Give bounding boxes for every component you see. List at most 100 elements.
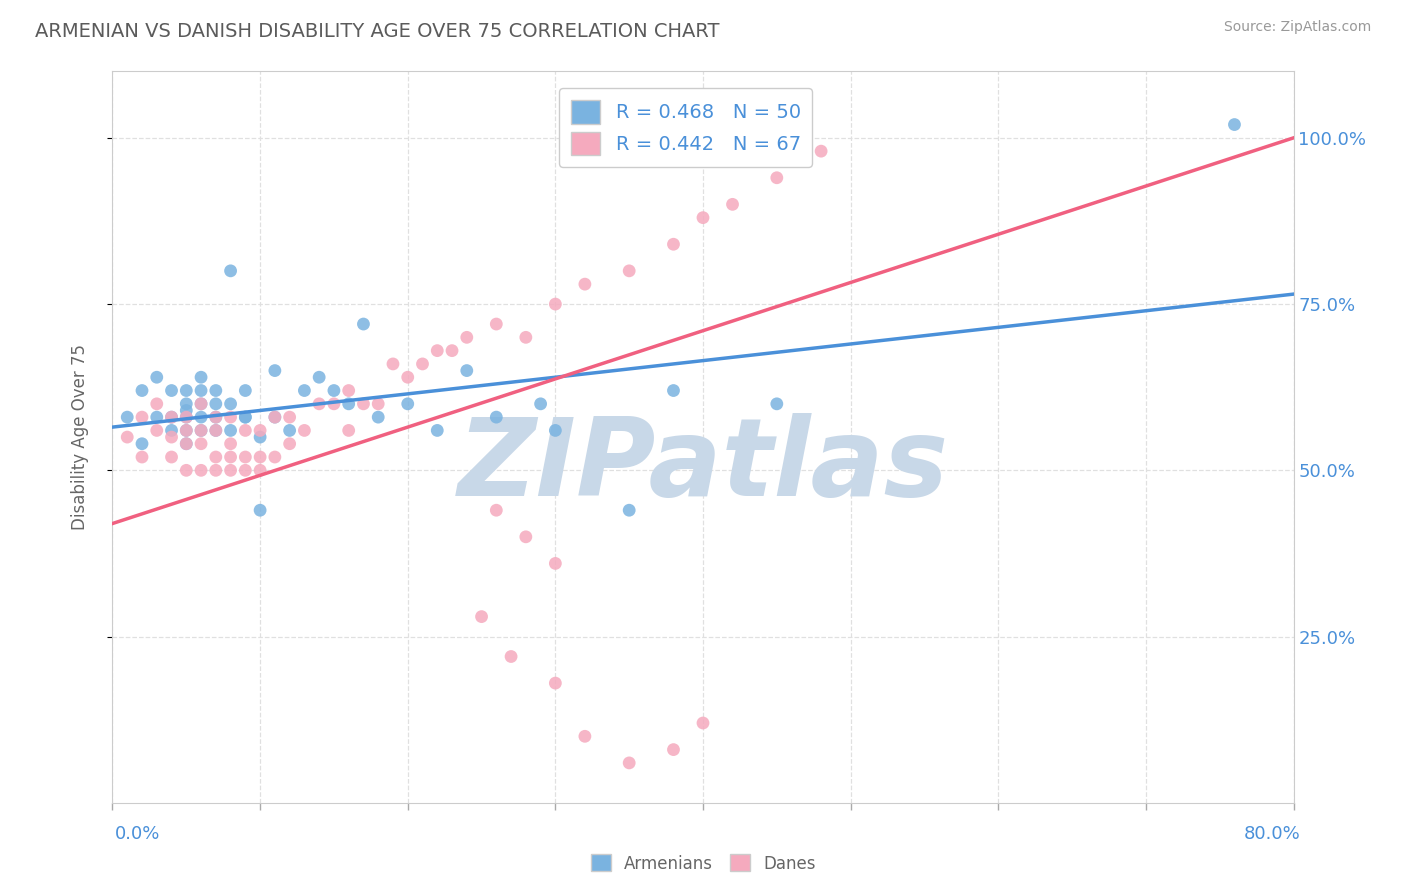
Point: [131, 410, 153, 425]
Point: [249, 463, 271, 477]
Point: [146, 370, 169, 384]
Point: [205, 410, 228, 425]
Point: [233, 410, 256, 425]
Point: [160, 424, 183, 438]
Point: [662, 237, 685, 252]
Point: [160, 410, 183, 425]
Point: [219, 424, 242, 438]
Point: [619, 503, 641, 517]
Point: [190, 463, 212, 477]
Point: [219, 436, 242, 450]
Point: [264, 450, 287, 464]
Point: [160, 430, 183, 444]
Point: [131, 436, 153, 450]
Point: [160, 410, 183, 425]
Y-axis label: Disability Age Over 75: Disability Age Over 75: [70, 344, 89, 530]
Point: [574, 729, 596, 743]
Point: [117, 410, 138, 425]
Point: [1223, 118, 1246, 132]
Point: [529, 397, 551, 411]
Point: [205, 424, 228, 438]
Point: [160, 384, 183, 398]
Point: [544, 676, 567, 690]
Point: [721, 197, 744, 211]
Point: [485, 317, 508, 331]
Point: [692, 716, 714, 731]
Point: [205, 450, 228, 464]
Point: [174, 403, 197, 417]
Legend: R = 0.468   N = 50, R = 0.442   N = 67: R = 0.468 N = 50, R = 0.442 N = 67: [560, 88, 813, 167]
Text: 80.0%: 80.0%: [1244, 825, 1301, 843]
Point: [426, 343, 449, 358]
Point: [205, 410, 228, 425]
Point: [367, 410, 389, 425]
Point: [515, 530, 537, 544]
Point: [278, 424, 301, 438]
Point: [308, 370, 330, 384]
Point: [174, 463, 197, 477]
Point: [766, 170, 789, 185]
Point: [174, 410, 197, 425]
Point: [146, 397, 169, 411]
Point: [131, 384, 153, 398]
Point: [190, 424, 212, 438]
Point: [233, 450, 256, 464]
Point: [426, 424, 449, 438]
Point: [382, 357, 405, 371]
Point: [174, 424, 197, 438]
Point: [233, 410, 256, 425]
Point: [323, 384, 346, 398]
Point: [190, 384, 212, 398]
Point: [219, 450, 242, 464]
Point: [249, 430, 271, 444]
Point: [456, 363, 478, 377]
Point: [219, 264, 242, 278]
Point: [190, 397, 212, 411]
Point: [278, 436, 301, 450]
Point: [441, 343, 464, 358]
Point: [292, 384, 315, 398]
Text: Source: ZipAtlas.com: Source: ZipAtlas.com: [1223, 20, 1371, 34]
Point: [396, 370, 419, 384]
Point: [205, 424, 228, 438]
Point: [174, 436, 197, 450]
Point: [544, 424, 567, 438]
Point: [205, 463, 228, 477]
Point: [396, 397, 419, 411]
Point: [619, 264, 641, 278]
Point: [160, 450, 183, 464]
Point: [574, 277, 596, 292]
Point: [174, 436, 197, 450]
Point: [174, 410, 197, 425]
Point: [515, 330, 537, 344]
Point: [485, 503, 508, 517]
Point: [249, 424, 271, 438]
Point: [544, 557, 567, 571]
Point: [662, 742, 685, 756]
Point: [485, 410, 508, 425]
Point: [766, 397, 789, 411]
Point: [131, 450, 153, 464]
Point: [337, 424, 360, 438]
Point: [367, 397, 389, 411]
Point: [174, 397, 197, 411]
Point: [308, 397, 330, 411]
Point: [411, 357, 433, 371]
Point: [264, 410, 287, 425]
Point: [337, 397, 360, 411]
Point: [470, 609, 494, 624]
Point: [810, 144, 832, 158]
Point: [117, 430, 138, 444]
Point: [233, 384, 256, 398]
Point: [456, 330, 478, 344]
Point: [174, 424, 197, 438]
Point: [219, 410, 242, 425]
Point: [205, 384, 228, 398]
Legend: Armenians, Danes: Armenians, Danes: [583, 847, 823, 880]
Point: [337, 384, 360, 398]
Point: [662, 384, 685, 398]
Text: ZIPatlas: ZIPatlas: [457, 413, 949, 519]
Point: [146, 424, 169, 438]
Point: [190, 424, 212, 438]
Point: [292, 424, 315, 438]
